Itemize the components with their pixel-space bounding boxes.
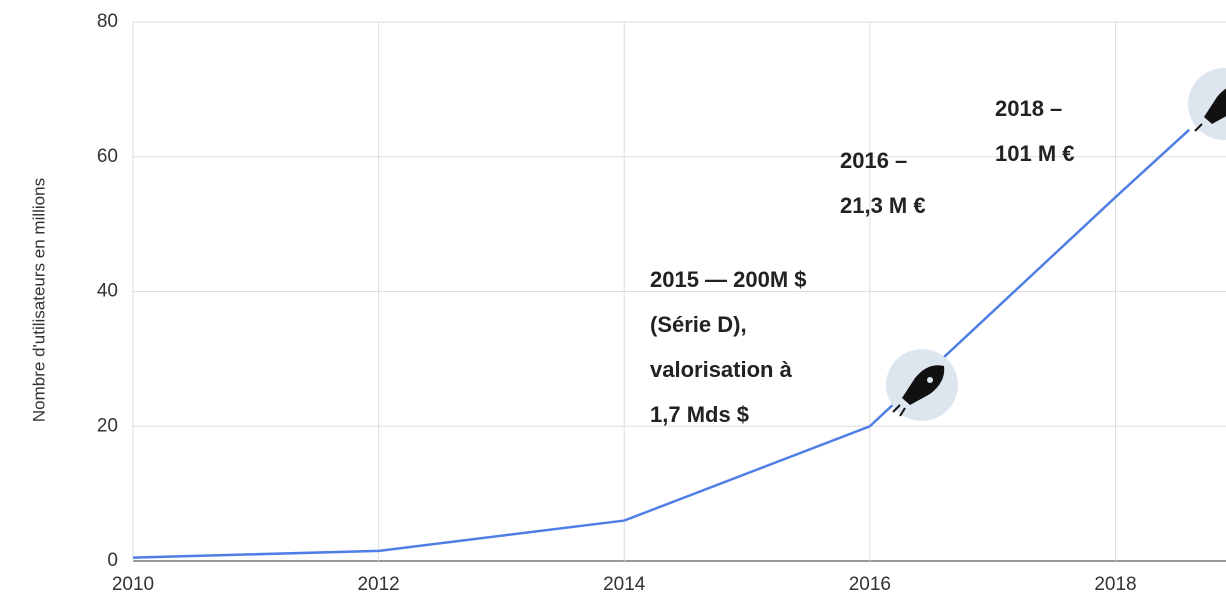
y-tick-label: 60: [97, 146, 118, 167]
annotation: 2015 — 200M $: [650, 267, 807, 292]
x-tick-label: 2018: [1094, 574, 1136, 595]
y-tick-label: 20: [97, 415, 118, 436]
y-tick-label: 80: [97, 11, 118, 32]
annotation: 1,7 Mds $: [650, 402, 749, 427]
annotation: valorisation à: [650, 357, 793, 382]
rocket-icon: [1188, 68, 1226, 140]
y-tick-label: 40: [97, 281, 118, 302]
annotation: 2018 –: [995, 96, 1062, 121]
annotation: 21,3 M €: [840, 193, 926, 218]
annotation: (Série D),: [650, 312, 747, 337]
x-tick-label: 2014: [603, 574, 646, 595]
rocket-icon: [886, 349, 958, 421]
line-series: [132, 128, 1191, 559]
x-tick-label: 2016: [849, 574, 891, 595]
annotation: 2016 –: [840, 148, 907, 173]
x-tick-label: 2010: [112, 574, 154, 595]
x-tick-label: 2012: [357, 574, 399, 595]
y-axis-label: Nombre d'utilisateurs en millions: [29, 178, 48, 422]
y-tick-label: 0: [107, 550, 118, 571]
annotation: 101 M €: [995, 141, 1075, 166]
